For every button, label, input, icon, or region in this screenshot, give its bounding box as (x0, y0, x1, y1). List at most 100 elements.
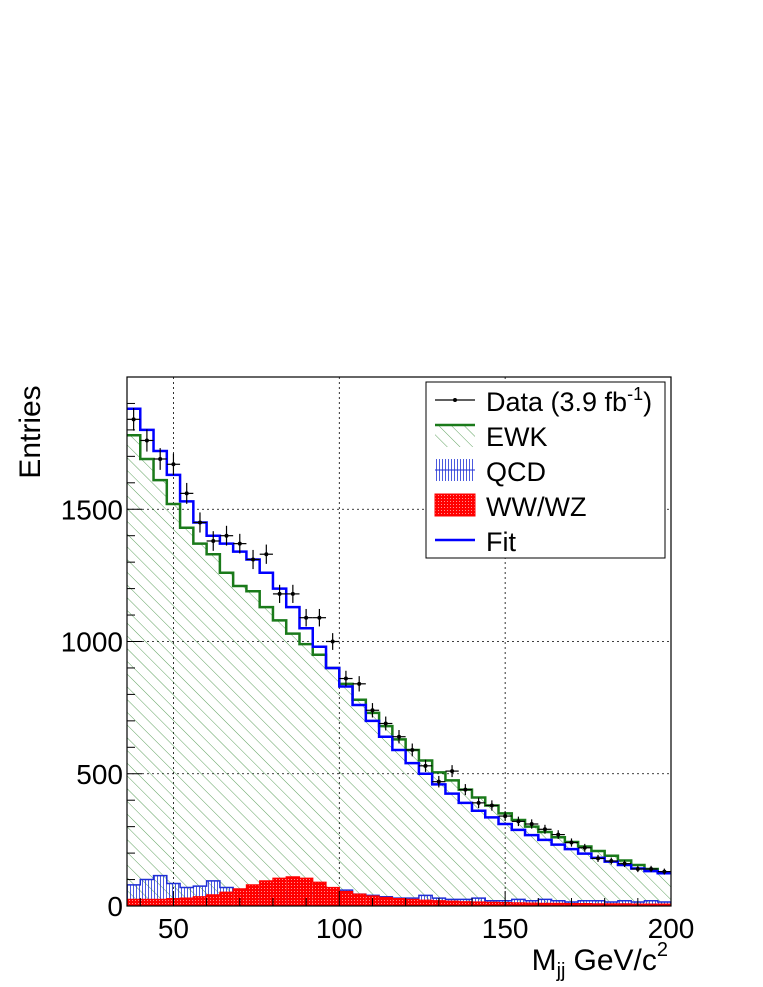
data-point (312, 608, 327, 627)
ewk-area (127, 435, 671, 906)
data-point (272, 584, 287, 603)
ww-bar (485, 902, 499, 906)
ww-bar (511, 902, 526, 906)
fit-line (127, 407, 671, 875)
y-tick-label: 0 (107, 891, 123, 922)
ww-bar (578, 903, 592, 906)
x-tick-label: 200 (648, 913, 695, 944)
data-point (445, 765, 459, 778)
legend-item-qcd: QCD (435, 457, 546, 487)
ww-bar (591, 903, 605, 906)
legend-item-data: Data (3.9 fb-1) (435, 384, 652, 417)
qcd-bar (153, 875, 167, 906)
ww-bar (246, 884, 260, 906)
data-point (498, 811, 512, 821)
data-point (299, 608, 313, 627)
y-axis-label: Entries (14, 385, 47, 478)
data-point (551, 830, 565, 839)
ww-bar (180, 898, 194, 906)
data-point (405, 743, 419, 757)
data-point (127, 407, 141, 431)
qcd-bar (538, 899, 552, 906)
ww-bar (405, 899, 419, 906)
data-point (166, 453, 181, 476)
data-point (153, 448, 167, 470)
x-axis-label: Mjj GeV/c2 (532, 939, 668, 982)
data-point (617, 860, 632, 868)
qcd-bar (644, 900, 658, 906)
axis-ticks: 50 100 150 200 0 500 1000 1500 (61, 402, 695, 944)
y-tick-label: 1000 (61, 627, 123, 658)
ww-bar (233, 888, 247, 906)
ww-bar (206, 894, 220, 906)
data-point (326, 633, 340, 650)
data-point (471, 797, 486, 809)
data-point (365, 703, 380, 718)
legend-item-ewk: EWK (435, 422, 548, 452)
data-point (233, 533, 247, 554)
ww-bar (471, 902, 486, 906)
data-point (458, 784, 472, 796)
data-point (392, 730, 406, 744)
ww-bar (657, 904, 671, 906)
data-point (578, 843, 592, 852)
data-point (644, 865, 658, 873)
data-point (193, 512, 207, 533)
legend-item-fit: Fit (435, 527, 516, 557)
data-point (379, 716, 393, 731)
ww-bar (326, 887, 340, 906)
data-point (631, 865, 645, 873)
ww-bar (525, 903, 539, 906)
legend-label-fit: Fit (486, 527, 516, 557)
data-point (485, 800, 499, 811)
y-tick-label: 500 (76, 759, 123, 790)
legend-label-ewk: EWK (486, 422, 548, 452)
ww-bar (604, 903, 618, 906)
data-point (140, 429, 154, 452)
ww-bar (379, 897, 393, 906)
ww-bar (418, 900, 433, 906)
x-tick-label: 150 (482, 913, 529, 944)
legend-label-ww: WW/WZ (486, 492, 586, 522)
data-point (206, 531, 220, 551)
legend: Data (3.9 fb-1) EWK QCD WW/WZ Fit (425, 381, 666, 559)
data-point (657, 868, 671, 875)
ww-bar (286, 876, 300, 906)
legend-label-qcd: QCD (486, 457, 546, 487)
legend-item-ww: WW/WZ (434, 492, 586, 522)
data-point (246, 549, 260, 570)
ww-bar (352, 894, 366, 906)
data-point (219, 525, 234, 546)
ww-bar (458, 901, 472, 906)
legend-label-data: Data (3.9 fb-1) (486, 384, 652, 417)
data-point (525, 819, 539, 829)
x-tick-label: 50 (158, 913, 189, 944)
ww-bar (617, 903, 632, 906)
data-point (339, 670, 353, 687)
ww-bar (644, 904, 658, 906)
y-tick-label: 1500 (61, 494, 123, 525)
data-point (418, 759, 433, 772)
ww-bar (551, 903, 565, 906)
ww-bar (140, 899, 154, 906)
ww-bar (219, 892, 234, 906)
ww-bar (392, 898, 406, 906)
data-point (432, 775, 446, 788)
ww-bar (299, 878, 313, 906)
data-point (259, 544, 273, 564)
data-point (564, 838, 579, 847)
ww-bar (538, 903, 552, 906)
series-data (127, 407, 671, 875)
data-point (538, 824, 552, 834)
x-tick-label: 100 (316, 913, 363, 944)
data-point (352, 676, 366, 692)
ww-line (127, 876, 671, 905)
ww-bar (153, 899, 167, 906)
ww-bar (127, 899, 141, 906)
ww-bar (272, 878, 287, 906)
ww-bar (339, 891, 353, 906)
data-point (286, 584, 300, 603)
data-point (180, 482, 194, 504)
ww-bar (193, 896, 207, 906)
ww-bar (259, 880, 273, 906)
